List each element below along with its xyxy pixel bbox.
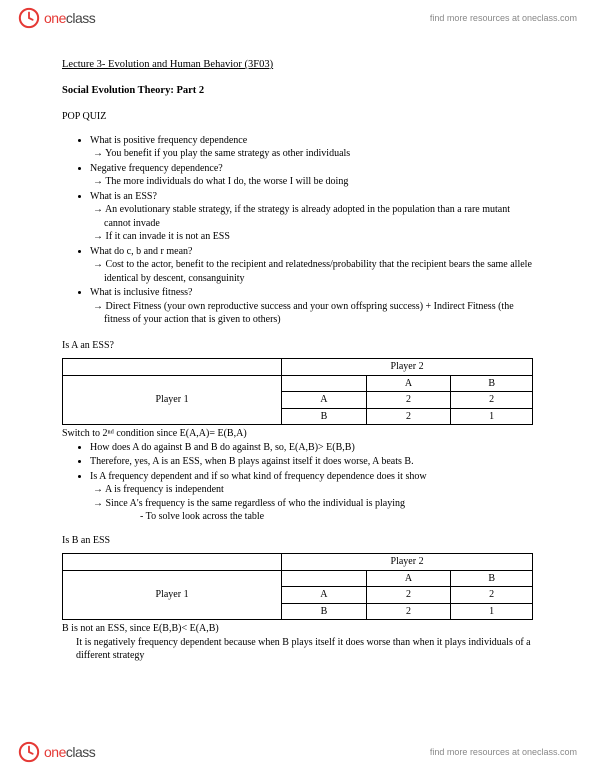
- quiz-question: What is positive frequency dependence: [90, 135, 247, 146]
- list-item: How does A do against B and B do against…: [90, 441, 533, 455]
- analysis-list-1: How does A do against B and B do against…: [62, 441, 533, 524]
- payoff-table-2: Player 2 Player 1AB A22 B21: [62, 553, 533, 620]
- table-row: Player 2: [63, 359, 533, 376]
- list-item: Is A frequency dependent and if so what …: [90, 470, 533, 524]
- logo-icon: [18, 7, 40, 29]
- quiz-question: What is inclusive fitness?: [90, 287, 192, 298]
- quiz-question: What is an ESS?: [90, 191, 157, 202]
- cell: 2: [451, 392, 533, 409]
- quiz-answer: Cost to the actor, benefit to the recipi…: [90, 258, 533, 285]
- row-header: Player 1: [63, 570, 282, 620]
- question-a-ess: Is A an ESS?: [62, 339, 533, 353]
- list-item: What is an ESS? An evolutionary stable s…: [90, 190, 533, 244]
- analysis-arrow: Since A's frequency is the same regardle…: [90, 497, 533, 511]
- quiz-list: What is positive frequency dependence Yo…: [62, 134, 533, 327]
- row-label: A: [282, 587, 367, 604]
- list-item: Therefore, yes, A is an ESS, when B play…: [90, 455, 533, 469]
- quiz-answer: You benefit if you play the same strateg…: [90, 147, 533, 161]
- section-title: Social Evolution Theory: Part 2: [62, 84, 533, 98]
- analysis-text: Is A frequency dependent and if so what …: [90, 471, 427, 482]
- col-label: A: [366, 375, 451, 392]
- quiz-answer: If it can invade it is not an ESS: [90, 230, 533, 244]
- popquiz-label: POP QUIZ: [62, 110, 533, 124]
- cell: 2: [366, 603, 451, 620]
- document-content: Lecture 3- Evolution and Human Behavior …: [62, 58, 533, 720]
- logo-text: oneclass: [44, 744, 95, 760]
- list-item: What do c, b and r mean? Cost to the act…: [90, 245, 533, 286]
- list-item: What is inclusive fitness? Direct Fitnes…: [90, 286, 533, 327]
- cell: 2: [451, 587, 533, 604]
- footer-tagline[interactable]: find more resources at oneclass.com: [430, 747, 577, 757]
- quiz-answer: Direct Fitness (your own reproductive su…: [90, 300, 533, 327]
- analysis-subdash: To solve look across the table: [90, 510, 533, 524]
- header: oneclass find more resources at oneclass…: [0, 0, 595, 36]
- cell: 2: [366, 587, 451, 604]
- brand-logo-footer[interactable]: oneclass: [18, 741, 95, 763]
- logo-icon: [18, 741, 40, 763]
- cell: 2: [366, 408, 451, 425]
- footer: oneclass find more resources at oneclass…: [0, 734, 595, 770]
- col-label: A: [366, 570, 451, 587]
- row-label: A: [282, 392, 367, 409]
- table-row: Player 1AB: [63, 570, 533, 587]
- cell: 2: [366, 392, 451, 409]
- cell: 1: [451, 408, 533, 425]
- analysis-arrow: A is frequency is independent: [90, 483, 533, 497]
- conclusion-b-1: B is not an ESS, since E(B,B)< E(A,B): [62, 622, 533, 636]
- lecture-title: Lecture 3- Evolution and Human Behavior …: [62, 58, 533, 72]
- row-header: Player 1: [63, 375, 282, 425]
- question-b-ess: Is B an ESS: [62, 534, 533, 548]
- payoff-table-1: Player 2 Player 1AB A22 B21: [62, 358, 533, 425]
- quiz-answer: The more individuals do what I do, the w…: [90, 175, 533, 189]
- logo-text: oneclass: [44, 10, 95, 26]
- quiz-answer: An evolutionary stable strategy, if the …: [90, 203, 533, 230]
- row-label: B: [282, 408, 367, 425]
- pop-quiz-block: POP QUIZ What is positive frequency depe…: [62, 110, 533, 327]
- brand-logo[interactable]: oneclass: [18, 7, 95, 29]
- row-label: B: [282, 603, 367, 620]
- switch-condition: Switch to 2ⁿᵈ condition since E(A,A)= E(…: [62, 427, 533, 441]
- list-item: What is positive frequency dependence Yo…: [90, 134, 533, 161]
- quiz-question: What do c, b and r mean?: [90, 246, 192, 257]
- cell: 1: [451, 603, 533, 620]
- col-label: B: [451, 375, 533, 392]
- quiz-question: Negative frequency dependence?: [90, 163, 223, 174]
- table-row: Player 2: [63, 554, 533, 571]
- list-item: Negative frequency dependence? The more …: [90, 162, 533, 189]
- conclusion-b-2: It is negatively frequency dependent bec…: [62, 636, 533, 663]
- header-tagline[interactable]: find more resources at oneclass.com: [430, 13, 577, 23]
- table-row: Player 1AB: [63, 375, 533, 392]
- col-header: Player 2: [282, 554, 533, 571]
- col-label: B: [451, 570, 533, 587]
- col-header: Player 2: [282, 359, 533, 376]
